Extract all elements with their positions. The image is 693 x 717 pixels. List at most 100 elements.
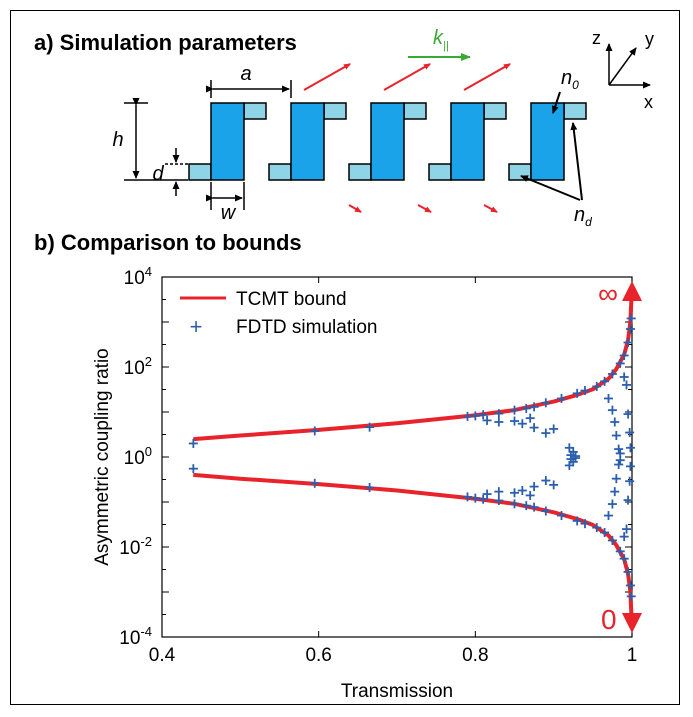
simulation-point (592, 381, 602, 391)
simulation-point (623, 338, 633, 348)
plot-area (161, 276, 633, 638)
simulation-point (525, 490, 535, 500)
simulation-point (625, 443, 635, 453)
legend-label-simulation: FDTD simulation (236, 317, 377, 338)
simulation-point (625, 580, 635, 590)
simulation-point (607, 535, 617, 545)
simulation-point (604, 393, 613, 403)
simulation-point (622, 524, 632, 534)
label-d: d (152, 163, 164, 185)
label-w: w (221, 202, 237, 224)
y-tick-label: 104 (124, 264, 152, 289)
simulation-point (611, 474, 621, 484)
simulation-point (188, 438, 198, 448)
incident-arrow-2 (383, 63, 431, 91)
simulation-point (615, 448, 625, 458)
simulation-point (482, 489, 492, 499)
label-h: h (112, 129, 123, 151)
figure-frame (10, 10, 680, 705)
simulation-point (529, 423, 539, 433)
transmitted-arrow-2 (417, 204, 432, 213)
label-n0: n0 (561, 67, 579, 92)
simulation-point (619, 351, 629, 361)
simulation-point (619, 532, 629, 542)
simulation-point (525, 413, 535, 423)
simulation-point (626, 313, 636, 323)
simulation-point (564, 443, 574, 453)
simulation-point (619, 554, 629, 564)
nd-pointer-1 (520, 175, 581, 201)
simulation-point (625, 476, 635, 486)
simulation-point (541, 476, 551, 486)
simulation-point (614, 444, 624, 454)
axis-y-label: y (645, 29, 654, 49)
simulation-point (463, 411, 472, 421)
panel-a-title: a) Simulation parameters (34, 30, 297, 55)
simulation-point (365, 483, 375, 493)
nd-pointer-2 (570, 122, 583, 201)
unit-cell-1 (188, 102, 267, 181)
simulation-point (478, 410, 488, 420)
simulation-point (510, 499, 519, 509)
simulation-point (614, 460, 624, 470)
simulation-point (600, 376, 610, 386)
simulation-point (463, 492, 472, 502)
simulation-point (541, 506, 551, 516)
label-k: k|| (433, 27, 449, 52)
simulation-point (615, 358, 625, 368)
simulation-point (521, 403, 531, 413)
simulation-point (625, 428, 635, 438)
simulation-point (625, 324, 635, 334)
simulation-point (510, 405, 519, 415)
legend-swatch-simulation: + (190, 314, 203, 339)
simulation-point (494, 417, 504, 427)
simulation-point (529, 482, 539, 492)
n0-pointer (551, 91, 561, 114)
simulation-point (494, 495, 504, 505)
simulation-point (626, 591, 636, 601)
simulation-point (494, 409, 504, 419)
label-nd: nd (574, 204, 592, 229)
simulation-point (580, 519, 590, 529)
simulation-point (611, 431, 621, 441)
x-tick-label: 0.4 (149, 645, 176, 666)
simulation-point (623, 409, 633, 419)
transmitted-arrow-1 (348, 204, 362, 213)
simulation-point (310, 478, 320, 488)
x-axis-label: Transmission (341, 681, 453, 702)
simulation-point (623, 567, 633, 577)
simulation-point (188, 464, 198, 474)
simulation-point (529, 402, 539, 412)
unit-cell-4 (428, 102, 507, 181)
simulation-point (615, 546, 625, 556)
simulation-point (571, 451, 581, 461)
simulation-point (566, 454, 576, 464)
simulation-point (310, 426, 320, 436)
simulation-point (482, 415, 492, 425)
simulation-point (625, 461, 635, 471)
simulation-point (607, 369, 617, 379)
axis-z-label: z (592, 28, 601, 48)
x-tick-label: 0.8 (462, 645, 488, 666)
simulation-point (510, 416, 519, 426)
simulation-point (557, 393, 566, 403)
simulation-point (619, 372, 629, 382)
x-tick-label: 0.6 (305, 645, 331, 666)
incident-arrow-1 (303, 63, 351, 91)
simulation-point (478, 494, 488, 504)
y-tick-label: 10-2 (119, 534, 152, 559)
x-tick-label: 1 (627, 645, 638, 666)
simulation-point (607, 405, 617, 415)
simulation-point (580, 386, 590, 396)
simulation-point (600, 528, 610, 538)
panel-b-title: b) Comparison to bounds (34, 230, 302, 255)
simulation-point (541, 428, 551, 438)
simulation-point (623, 495, 633, 505)
unit-cell-2 (268, 102, 347, 181)
simulation-point (592, 523, 602, 533)
y-axis-label: Asymmetric coupling ratio (92, 348, 113, 566)
simulation-point (604, 511, 613, 521)
y-tick-label: 100 (124, 444, 152, 469)
